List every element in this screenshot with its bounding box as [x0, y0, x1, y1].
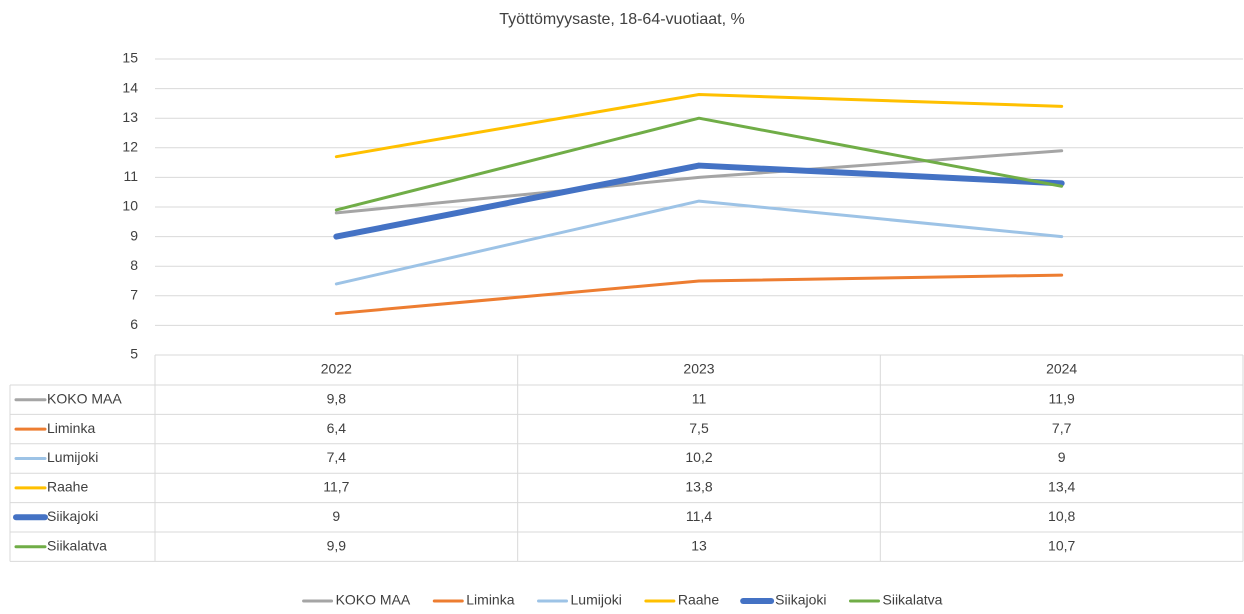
y-tick-label: 14 — [122, 79, 138, 95]
table-cell: 7,5 — [689, 420, 709, 436]
legend-label: Liminka — [466, 592, 514, 608]
series-line — [334, 199, 1064, 286]
table-cell: 13,8 — [685, 479, 712, 495]
series-line — [333, 162, 1065, 240]
chart-title: Työttömyysaste, 18-64-vuotiaat, % — [499, 11, 744, 28]
table-cell: 9,9 — [327, 537, 347, 553]
y-tick-label: 15 — [122, 50, 138, 66]
table-row-label: Siikajoki — [47, 508, 98, 524]
table-cell: 7,7 — [1052, 420, 1072, 436]
y-tick-label: 5 — [130, 346, 138, 362]
table-row-label: KOKO MAA — [47, 390, 122, 406]
table-cell: 10,8 — [1048, 508, 1075, 524]
table-cell: 11 — [692, 390, 707, 406]
table-cell: 13,4 — [1048, 479, 1075, 495]
table-row-label: Raahe — [47, 479, 88, 495]
y-tick-label: 12 — [122, 139, 138, 155]
y-tick-label: 6 — [130, 316, 138, 332]
table-cell: 13 — [691, 537, 707, 553]
table-cell: 11,4 — [686, 508, 712, 524]
table-row-label: Lumijoki — [47, 449, 98, 465]
table-cell: 9,8 — [327, 390, 347, 406]
table-cell: 7,4 — [327, 449, 347, 465]
table-row-label: Siikalatva — [47, 537, 107, 553]
y-tick-label: 13 — [122, 109, 138, 125]
series-line — [334, 273, 1064, 316]
y-tick-label: 8 — [130, 257, 138, 273]
table-cell: 9 — [332, 508, 340, 524]
legend-label: Siikajoki — [775, 592, 826, 608]
table-row-label: Liminka — [47, 420, 95, 436]
series-line — [334, 116, 1064, 212]
legend-label: Lumijoki — [571, 592, 622, 608]
legend-label: KOKO MAA — [336, 592, 411, 608]
y-tick-label: 11 — [123, 168, 138, 184]
y-tick-label: 9 — [130, 227, 138, 243]
y-tick-label: 7 — [130, 287, 138, 303]
table-cell: 11,9 — [1049, 390, 1075, 406]
x-tick-label: 2023 — [683, 361, 714, 377]
table-cell: 10,2 — [685, 449, 712, 465]
table-cell: 6,4 — [327, 420, 347, 436]
legend-label: Siikalatva — [883, 592, 943, 608]
y-tick-label: 10 — [122, 198, 138, 214]
legend-label: Raahe — [678, 592, 719, 608]
series-line — [334, 149, 1064, 215]
x-tick-label: 2024 — [1046, 361, 1077, 377]
x-tick-label: 2022 — [321, 361, 352, 377]
series-line — [334, 93, 1064, 159]
table-cell: 11,7 — [323, 479, 349, 495]
table-cell: 9 — [1058, 449, 1066, 465]
table-cell: 10,7 — [1048, 537, 1075, 553]
